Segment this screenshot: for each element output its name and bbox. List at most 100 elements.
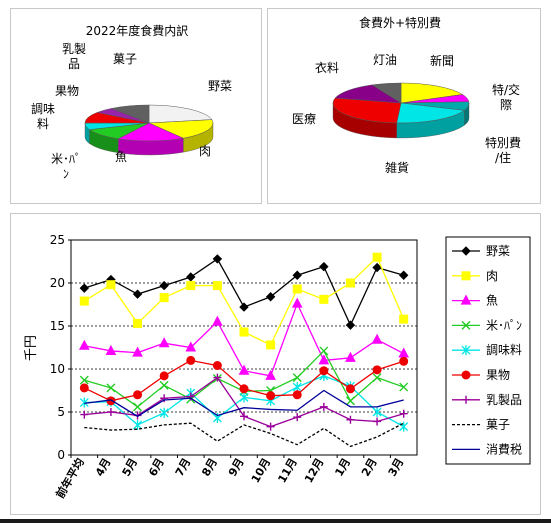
series-point-6 bbox=[240, 412, 248, 421]
series-point-5 bbox=[345, 384, 355, 394]
legend-label: 魚 bbox=[486, 294, 498, 308]
series-point-0 bbox=[345, 320, 356, 330]
series-point-0 bbox=[239, 302, 249, 312]
series-point-6 bbox=[106, 408, 115, 416]
x-tick-label: 8月 bbox=[199, 456, 220, 479]
legend-label: 野菜 bbox=[486, 244, 510, 258]
series-point-6 bbox=[213, 373, 222, 382]
series-point-5 bbox=[79, 383, 89, 393]
y-tick-label: 10 bbox=[50, 362, 65, 376]
series-point-6 bbox=[80, 410, 89, 419]
legend-marker bbox=[461, 370, 471, 380]
series-point-0 bbox=[79, 283, 90, 293]
series-line-8 bbox=[84, 389, 404, 418]
line-chart-panel: 0 5 10 15 20 25 前年平均 4月 5月 6月 7月 8月 9月 10月 11月 12月 1月 2月 3… bbox=[10, 213, 541, 515]
pie-food-slice-7 bbox=[110, 104, 150, 124]
series-point-3 bbox=[292, 373, 302, 383]
series-point-1 bbox=[266, 340, 276, 350]
series-point-0 bbox=[132, 289, 143, 299]
series-point-1 bbox=[399, 314, 409, 324]
x-tick-label: 10月 bbox=[249, 456, 273, 485]
legend-label: 調味料 bbox=[486, 343, 522, 357]
series-point-5 bbox=[239, 384, 249, 394]
series-point-1 bbox=[133, 318, 143, 328]
series-point-5 bbox=[186, 355, 196, 365]
pie-food-slice-1 bbox=[148, 119, 214, 139]
x-tick-label: 4月 bbox=[93, 456, 114, 479]
series-point-3 bbox=[372, 373, 382, 383]
series-point-4 bbox=[399, 421, 409, 432]
pie-food-label-yasai: 野菜 bbox=[208, 79, 232, 93]
pie-title-other: 食費外+特別費 bbox=[359, 15, 441, 30]
series-point-1 bbox=[239, 327, 249, 337]
legend-label: 消費税 bbox=[486, 441, 522, 456]
series-point-0 bbox=[319, 261, 329, 272]
pie-title-food: 2022年度食費内訳 bbox=[86, 23, 189, 38]
series-point-1 bbox=[345, 278, 355, 288]
x-tick-label: 12月 bbox=[302, 456, 326, 485]
pie-food-label-niku: 肉 bbox=[199, 144, 211, 158]
y-tick-label: 20 bbox=[50, 276, 65, 290]
series-point-5 bbox=[372, 365, 382, 375]
series-point-6 bbox=[319, 402, 328, 411]
x-tick-label: 6月 bbox=[146, 456, 167, 479]
series-point-1 bbox=[79, 296, 89, 306]
series-point-0 bbox=[212, 254, 223, 264]
pie-other-slice-0 bbox=[400, 82, 464, 104]
legend-label: 乳製品 bbox=[486, 393, 522, 407]
pie-other-label-tokukou: 特/交際 bbox=[492, 82, 520, 112]
series-point-4 bbox=[239, 392, 249, 403]
pie-food-label-sakana: 魚 bbox=[115, 150, 127, 164]
series-point-1 bbox=[372, 252, 382, 262]
line-chart-monthly: 0 5 10 15 20 25 前年平均 4月 5月 6月 7月 8月 9月 10月 11月 12月 1月 2月 3… bbox=[24, 233, 531, 501]
series-point-2 bbox=[398, 347, 410, 358]
series-point-3 bbox=[399, 382, 409, 392]
pie-food-label-nyuseihin: 乳製品 bbox=[62, 42, 86, 71]
legend-marker bbox=[461, 345, 471, 356]
y-tick-label: 5 bbox=[57, 405, 65, 419]
y-tick-label: 0 bbox=[57, 448, 65, 462]
series-point-2 bbox=[105, 344, 117, 355]
series-point-3 bbox=[319, 346, 329, 356]
pie-panel-other: 食費外+特別費 衣料 灯油 新聞 特/交際 医療 特別費/住 雑貨 bbox=[267, 8, 541, 204]
x-tick-label: 7月 bbox=[173, 456, 194, 479]
pie-other-slice-5 bbox=[334, 84, 402, 104]
legend-marker bbox=[461, 271, 471, 281]
x-tick-label: 5月 bbox=[120, 456, 141, 479]
x-tick-label: 3月 bbox=[386, 456, 407, 479]
pie-other-label-shinbun: 新聞 bbox=[430, 53, 454, 68]
series-point-5 bbox=[399, 356, 409, 366]
legend-marker bbox=[461, 246, 471, 256]
series-point-2 bbox=[238, 364, 250, 375]
x-tick-label: 2月 bbox=[359, 456, 380, 479]
legend-marker bbox=[462, 395, 470, 404]
x-tick-label: 1月 bbox=[332, 456, 353, 479]
legend-marker bbox=[460, 294, 472, 305]
series-point-0 bbox=[398, 270, 409, 280]
pie-food-label-choumiryou: 調味料 bbox=[31, 102, 55, 131]
pie-other-slice-4 bbox=[332, 97, 402, 124]
series-point-6 bbox=[186, 392, 195, 401]
pie-other-label-zakka: 雑貨 bbox=[385, 160, 409, 175]
series-point-6 bbox=[133, 411, 142, 420]
series-point-2 bbox=[291, 297, 303, 308]
series-point-1 bbox=[292, 284, 302, 294]
series-point-2 bbox=[345, 351, 356, 362]
legend-label: 肉 bbox=[486, 269, 498, 283]
plot-area bbox=[70, 239, 418, 456]
series-point-5 bbox=[212, 361, 222, 371]
pie-food-label-kudamono: 果物 bbox=[55, 84, 79, 98]
series-line-7 bbox=[84, 422, 404, 448]
series-point-3 bbox=[79, 375, 89, 385]
series-point-2 bbox=[132, 346, 143, 357]
series-point-6 bbox=[399, 409, 408, 418]
series-point-1 bbox=[319, 294, 329, 304]
series-point-6 bbox=[346, 415, 355, 424]
series-point-2 bbox=[78, 339, 90, 350]
pie-food-label-komepan: 米･ﾊﾟﾝ bbox=[51, 152, 81, 181]
series-point-5 bbox=[319, 366, 329, 376]
series-point-2 bbox=[212, 315, 223, 326]
series-point-4 bbox=[79, 397, 89, 408]
